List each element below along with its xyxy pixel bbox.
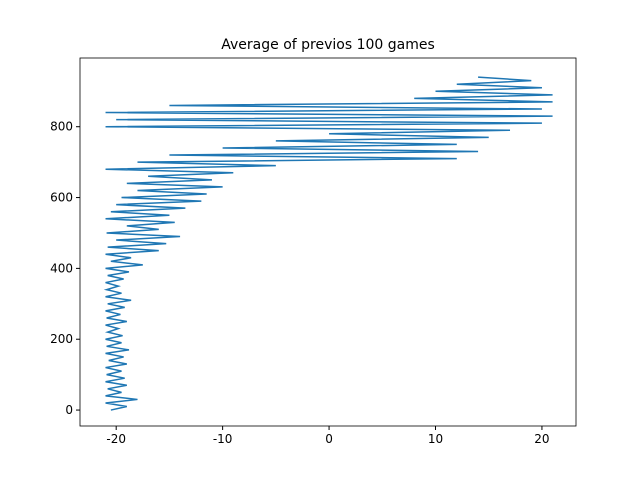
x-tick-label: 10	[428, 432, 443, 446]
x-tick-label: -20	[106, 432, 126, 446]
y-tick-label: 800	[50, 120, 73, 134]
y-tick-label: 0	[65, 403, 73, 417]
x-tick-label: 0	[325, 432, 333, 446]
plot-frame	[79, 57, 577, 427]
y-tick-label: 200	[50, 332, 73, 346]
y-tick-label: 400	[50, 261, 73, 275]
x-tick-label: 20	[534, 432, 549, 446]
chart-title: Average of previos 100 games	[221, 37, 435, 53]
y-tick-label: 600	[50, 191, 73, 205]
data-line	[103, 76, 553, 411]
x-tick-label: -10	[213, 432, 233, 446]
